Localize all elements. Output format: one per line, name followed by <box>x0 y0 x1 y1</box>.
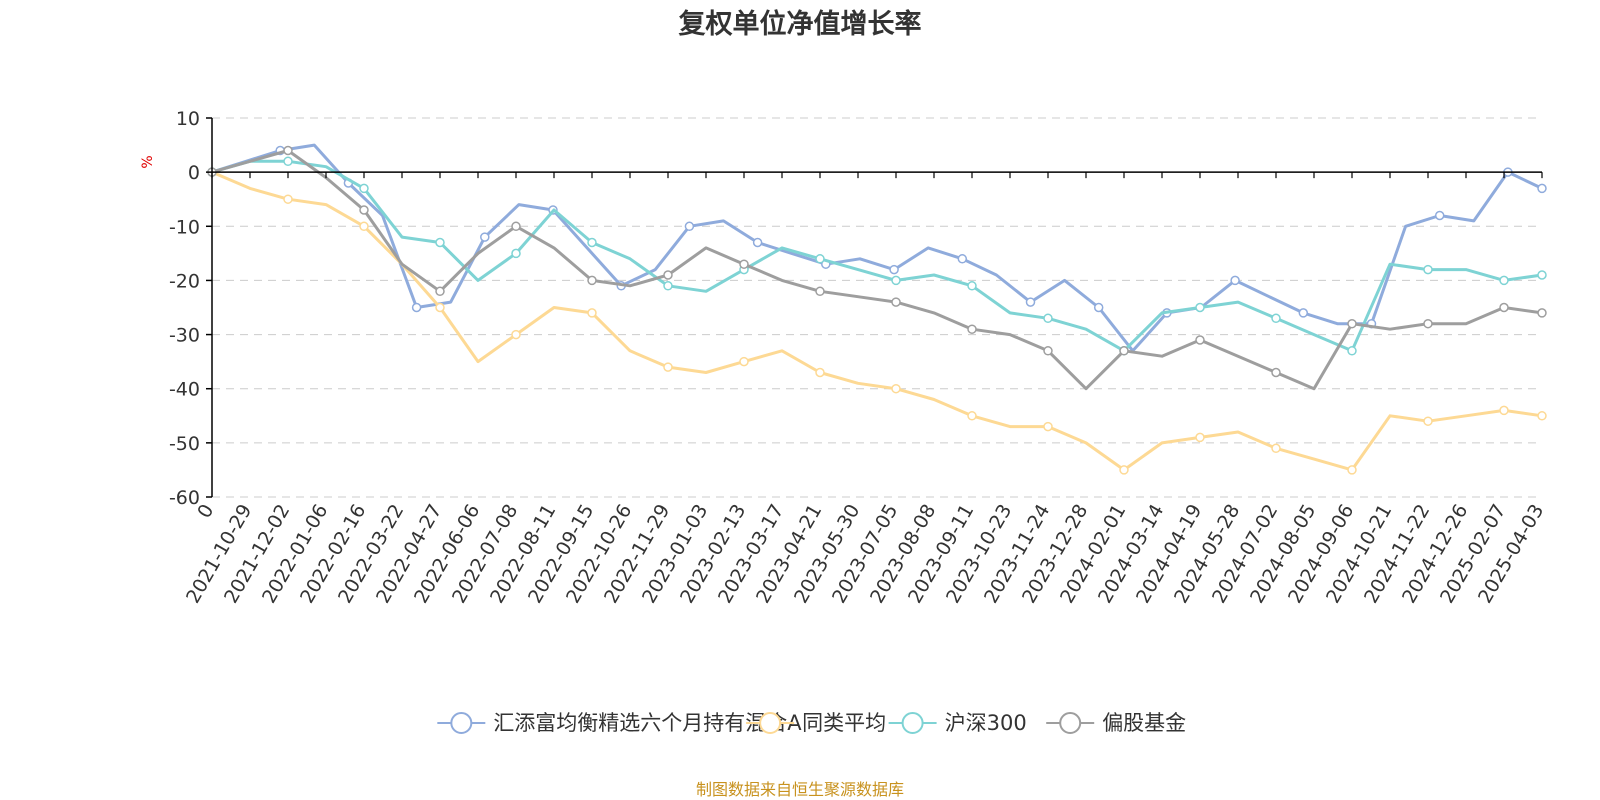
series-1-point <box>511 329 521 340</box>
y-tick-label: -10 <box>169 216 200 238</box>
series-1-point <box>587 308 597 318</box>
y-tick-label: -30 <box>169 325 200 347</box>
y-tick-label: -40 <box>169 379 200 401</box>
legend-label: 沪深300 <box>945 711 1027 735</box>
series-0-point <box>411 302 422 313</box>
series-3-point <box>663 270 673 280</box>
series-3-point <box>435 286 445 297</box>
series-3-point <box>1499 302 1509 313</box>
series-2-point <box>1043 313 1053 324</box>
legend[interactable]: 汇添富均衡精选六个月持有混合A 同类平均 沪深300 偏股基金 <box>437 711 1186 735</box>
series-2-point <box>1347 346 1357 356</box>
series-2-point <box>1499 275 1509 286</box>
series-0-point <box>957 254 968 264</box>
series-0-point <box>1025 297 1036 307</box>
series-2-point <box>435 237 445 248</box>
legend-item-2[interactable]: 沪深300 <box>888 711 1027 735</box>
y-axis-unit-label: % <box>140 155 156 168</box>
series-2-point <box>1423 264 1433 275</box>
series-line-2 <box>211 159 1543 353</box>
series-3-point <box>587 275 597 286</box>
series-3-point <box>891 297 901 307</box>
y-tick-label: 10 <box>176 108 200 130</box>
chart-title: 复权单位净值增长率 <box>679 8 922 40</box>
series-0-point <box>480 232 490 242</box>
legend-label: 偏股基金 <box>1102 711 1186 735</box>
series-0-point <box>1298 308 1309 318</box>
series-3-point <box>283 145 293 156</box>
series-2-point <box>587 237 597 248</box>
y-tick-label: 0 <box>188 162 200 184</box>
series-1-point <box>1195 432 1205 443</box>
series-2-point <box>815 254 825 264</box>
series-3-point <box>967 324 977 334</box>
series-1-point <box>663 362 673 372</box>
series-0-point <box>1537 183 1547 194</box>
series-1-point <box>891 383 901 394</box>
series-0-point <box>684 221 695 232</box>
series-1-point <box>1499 405 1509 416</box>
series-2-point <box>1537 270 1547 280</box>
series-0-point <box>752 237 763 248</box>
series-1-point <box>359 221 369 232</box>
series-1-point <box>435 302 445 313</box>
series-0-point <box>889 264 899 275</box>
series-3-point <box>1271 367 1281 378</box>
series-1-point <box>815 367 825 378</box>
legend-label: 同类平均 <box>802 711 886 735</box>
series-2-point <box>283 156 293 167</box>
legend-item-3[interactable]: 偏股基金 <box>1046 711 1186 735</box>
series-3-point <box>359 205 369 215</box>
series-1-point <box>967 411 977 421</box>
series-1-point <box>1423 416 1433 426</box>
series-3-point <box>1537 308 1547 318</box>
series-2-point <box>1271 313 1281 324</box>
series-line-1 <box>211 170 1543 472</box>
series-1-point <box>739 356 749 367</box>
series-0-point <box>1093 302 1104 313</box>
series-2-point <box>663 281 673 291</box>
series-3-point <box>1119 346 1129 356</box>
legend-marker <box>901 712 924 734</box>
series-3-point <box>1043 346 1053 356</box>
series-3-point <box>815 286 825 297</box>
legend-marker <box>759 712 782 734</box>
series-2-point <box>1195 302 1205 313</box>
series-1-point <box>1537 411 1547 421</box>
series-1-point <box>1271 443 1281 454</box>
series-2-point <box>967 281 977 291</box>
series-2-point <box>891 275 901 286</box>
series-0-point <box>1230 275 1240 286</box>
series-1-point <box>1119 465 1129 475</box>
series-3-point <box>511 221 521 232</box>
axes: 100-10-20-30-40-50-6002021-10-292021-12-… <box>169 108 1548 607</box>
legend-marker <box>450 712 473 734</box>
series-1-point <box>1347 465 1357 475</box>
series-3-point <box>1423 318 1433 329</box>
legend-item-1[interactable]: 同类平均 <box>746 711 886 735</box>
series-1-point <box>283 194 293 204</box>
series-2-point <box>511 248 521 259</box>
grid-lines <box>212 117 1542 498</box>
y-tick-label: -50 <box>169 433 200 455</box>
series-1-point <box>1043 421 1053 432</box>
y-tick-label: -60 <box>169 487 200 509</box>
series-0-point <box>1434 210 1445 221</box>
x-tick-label: 0 <box>193 501 218 522</box>
series-3-point <box>1347 318 1357 329</box>
series-lines <box>207 143 1547 475</box>
y-tick-label: -20 <box>169 270 200 292</box>
series-3-point <box>1195 335 1205 345</box>
series-3-point <box>739 259 749 269</box>
series-line-0 <box>211 143 1543 353</box>
series-line-3 <box>211 149 1543 391</box>
data-source-note: 制图数据来自恒生聚源数据库 <box>696 780 904 799</box>
legend-marker <box>1059 712 1082 734</box>
series-2-point <box>359 183 369 194</box>
